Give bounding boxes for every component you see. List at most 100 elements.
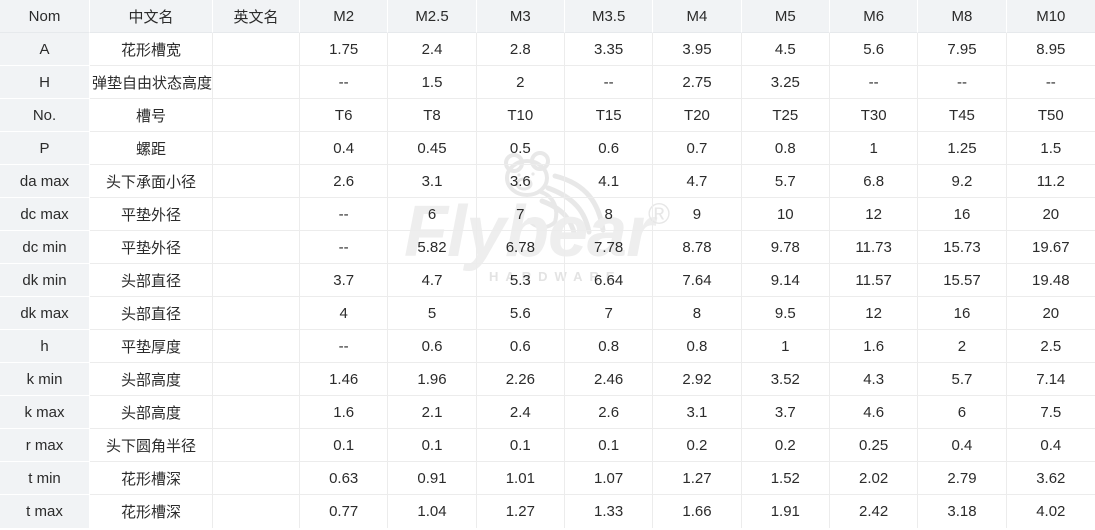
- table-cell: T20: [653, 99, 742, 132]
- table-row-dk-min: dk min 头部直径 3.7 4.7 5.3 6.64 7.64 9.14 11.57 15.5…: [0, 264, 1095, 297]
- table-cell: 2.1: [388, 396, 477, 429]
- table-row-t-min: t min 花形槽深 0.63 0.91 1.01 1.07 1.27 1.52 2.02 2.7…: [0, 462, 1095, 495]
- column-header-m3: M3: [476, 0, 565, 33]
- table-cell: 8: [564, 198, 654, 231]
- cell-en-name: [213, 33, 300, 66]
- table-cell: 6.64: [564, 264, 654, 297]
- table-row-dk-max: dk max 头部直径 4 5 5.6 7 8 9.5 12 16 20: [0, 297, 1095, 330]
- table-cell: 2.5: [1006, 330, 1095, 363]
- column-header-m2-5: M2.5: [388, 0, 477, 33]
- table-cell: 0.6: [476, 330, 565, 363]
- table-cell: 2.46: [564, 363, 654, 396]
- table-cell: 4.6: [829, 396, 919, 429]
- cell-cn-name: 花形槽深: [90, 495, 213, 528]
- table-cell: 8: [653, 297, 742, 330]
- table-row-h: H 弹垫自由状态高度 -- 1.5 2 -- 2.75 3.25 -- -- --: [0, 66, 1095, 99]
- cell-en-name: [213, 330, 300, 363]
- cell-en-name: [213, 66, 300, 99]
- table-cell: 0.25: [829, 429, 919, 462]
- cell-en-name: [213, 462, 300, 495]
- table-cell: 6.8: [829, 165, 919, 198]
- cell-en-name: [213, 264, 300, 297]
- header-row: Nom 中文名 英文名 M2 M2.5 M3 M3.5 M4 M5 M6 M8 M10: [0, 0, 1095, 33]
- cell-en-name: [213, 165, 300, 198]
- table-cell: --: [829, 66, 919, 99]
- table-cell: T45: [918, 99, 1007, 132]
- cell-en-name: [213, 495, 300, 528]
- table-cell: 1.6: [829, 330, 919, 363]
- table-cell: 0.1: [388, 429, 477, 462]
- table-cell: 0.5: [476, 132, 565, 165]
- cell-cn-name: 头部直径: [90, 264, 213, 297]
- table-cell: 4.3: [829, 363, 919, 396]
- cell-cn-name: 头部高度: [90, 396, 213, 429]
- table-cell: 7.95: [918, 33, 1007, 66]
- table-cell: 7.14: [1006, 363, 1095, 396]
- row-label: P: [0, 132, 90, 165]
- table-cell: 3.52: [741, 363, 830, 396]
- table-cell: 1.96: [388, 363, 477, 396]
- table-cell: T6: [300, 99, 389, 132]
- table-cell: 5.6: [476, 297, 565, 330]
- cell-cn-name: 头部直径: [90, 297, 213, 330]
- row-label: dk max: [0, 297, 90, 330]
- table-cell: 3.7: [300, 264, 389, 297]
- table-cell: 0.2: [653, 429, 742, 462]
- cell-cn-name: 平垫外径: [90, 198, 213, 231]
- table-cell: 2.02: [829, 462, 919, 495]
- table-cell: 3.95: [653, 33, 742, 66]
- table-cell: 2.4: [476, 396, 565, 429]
- table-cell: 5.3: [476, 264, 565, 297]
- table-row-dc-max: dc max 平垫外径 -- 6 7 8 9 10 12 16 20: [0, 198, 1095, 231]
- cell-cn-name: 花形槽深: [90, 462, 213, 495]
- table-cell: 2.6: [300, 165, 389, 198]
- table-cell: 3.62: [1006, 462, 1095, 495]
- column-header-m8: M8: [918, 0, 1007, 33]
- table-cell: --: [564, 66, 654, 99]
- table-cell: 19.48: [1006, 264, 1095, 297]
- table-cell: 2: [476, 66, 565, 99]
- table-cell: --: [300, 231, 389, 264]
- table-cell: 1.33: [565, 495, 654, 528]
- table-cell: 4.7: [653, 165, 742, 198]
- cell-cn-name: 头下承面小径: [90, 165, 213, 198]
- table-cell: 16: [918, 198, 1007, 231]
- table-cell: 0.8: [653, 330, 742, 363]
- table-cell: 0.8: [741, 132, 830, 165]
- table-cell: 3.6: [476, 165, 565, 198]
- table-cell: 1.5: [1006, 132, 1095, 165]
- table-cell: 1.01: [476, 462, 565, 495]
- table-header: Nom 中文名 英文名 M2 M2.5 M3 M3.5 M4 M5 M6 M8 M10: [0, 0, 1095, 33]
- column-header-m6: M6: [829, 0, 919, 33]
- table-row-r-max: r max 头下圆角半径 0.1 0.1 0.1 0.1 0.2 0.2 0.25 0.4 0.4: [0, 429, 1095, 462]
- cell-en-name: [213, 231, 300, 264]
- column-header-m4: M4: [653, 0, 742, 33]
- table-cell: 7.64: [653, 264, 742, 297]
- table-cell: 1.04: [388, 495, 477, 528]
- table-cell: 1.52: [741, 462, 830, 495]
- table-cell: 0.91: [388, 462, 477, 495]
- cell-cn-name: 平垫外径: [90, 231, 213, 264]
- table-cell: 0.2: [741, 429, 830, 462]
- table-cell: 2.26: [476, 363, 565, 396]
- table-row-a: A 花形槽宽 1.75 2.4 2.8 3.35 3.95 4.5 5.6 7.95 8.95: [0, 33, 1095, 66]
- table-cell: 0.6: [388, 330, 477, 363]
- table-cell: 0.4: [1006, 429, 1095, 462]
- table-cell: 6: [388, 198, 477, 231]
- table-cell: 4.5: [741, 33, 830, 66]
- table-cell: 10: [741, 198, 830, 231]
- table-cell: 9.78: [741, 231, 830, 264]
- table-cell: 1.46: [300, 363, 389, 396]
- table-cell: 2.6: [564, 396, 654, 429]
- table-cell: --: [918, 66, 1007, 99]
- table-cell: 0.4: [300, 132, 389, 165]
- column-header-m10: M10: [1006, 0, 1095, 33]
- table-body: A 花形槽宽 1.75 2.4 2.8 3.35 3.95 4.5 5.6 7.95 8.95 H 弹垫…: [0, 33, 1095, 528]
- row-label: dc max: [0, 198, 90, 231]
- row-label: t max: [0, 495, 90, 528]
- table-cell: 2.92: [653, 363, 742, 396]
- table-cell: 8.78: [653, 231, 742, 264]
- cell-cn-name: 花形槽宽: [90, 33, 213, 66]
- table-cell: 9.5: [741, 297, 830, 330]
